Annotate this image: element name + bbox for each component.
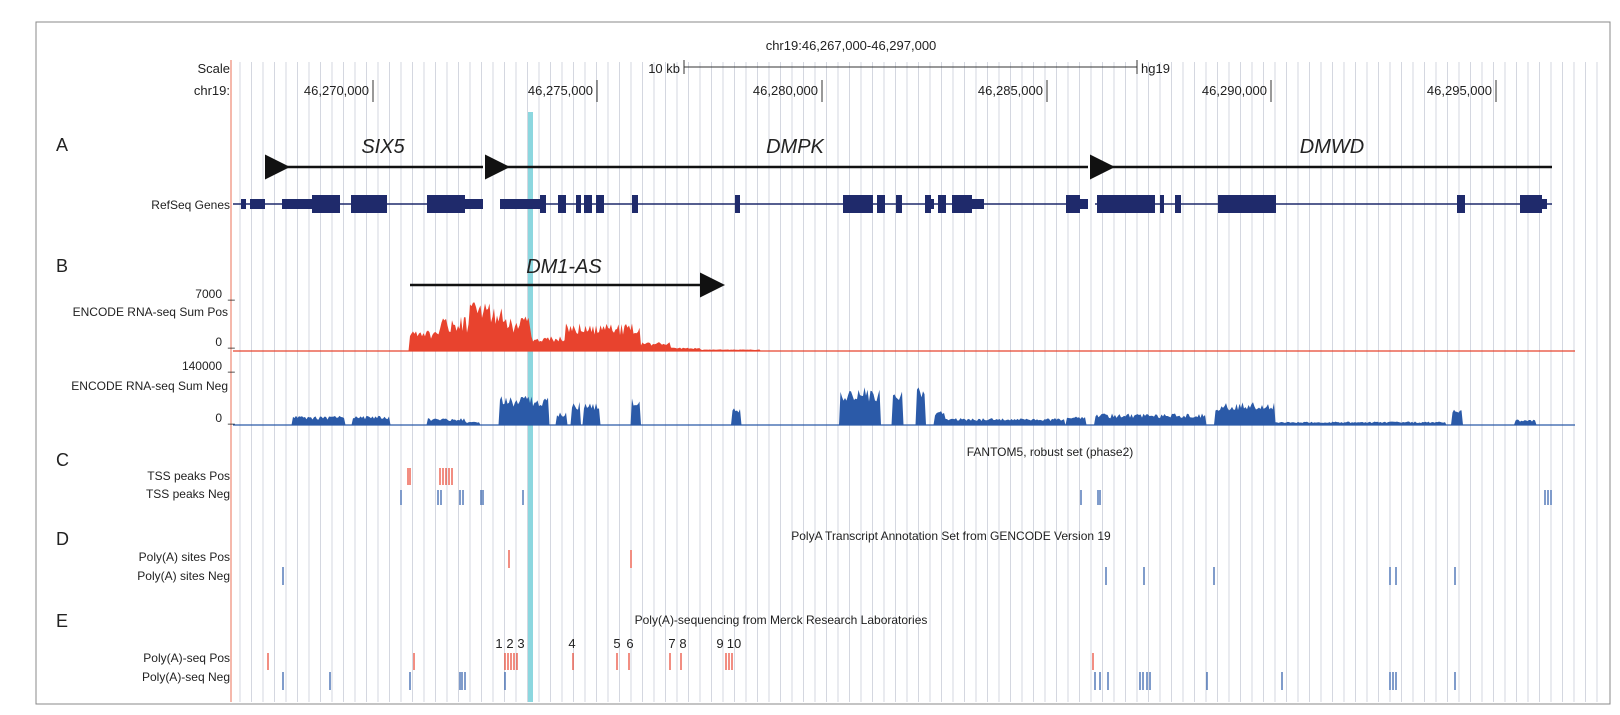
polya-site-marks [282, 550, 1456, 585]
polya-pos-label: Poly(A) sites Pos [139, 550, 230, 564]
tss-neg-label: TSS peaks Neg [146, 487, 230, 501]
rnaseq-pos-min: 0 [215, 335, 222, 349]
rnaseq-neg-max-tick: _ [227, 359, 235, 373]
rnaseq-neg-area [233, 387, 1575, 425]
exon-block [282, 199, 312, 209]
exon-block [632, 195, 638, 213]
exon-block [972, 199, 984, 209]
polya-neg-label: Poly(A) sites Neg [137, 569, 230, 583]
polyaseq-site-number: 10 [727, 636, 741, 651]
exon-block [843, 195, 873, 213]
rnaseq-pos-signal [233, 302, 1575, 352]
rnaseq-pos-label: ENCODE RNA-seq Sum Pos [73, 305, 228, 319]
exon-block [1218, 195, 1276, 213]
chrom-label: chr19: [194, 83, 230, 98]
panel-d-letter: D [56, 529, 69, 549]
exon-block [351, 195, 387, 213]
polyaseq-site-number: 3 [517, 636, 524, 651]
exon-block [1080, 199, 1088, 209]
exon-block [896, 195, 902, 213]
dmpk-name: DMPK [766, 136, 825, 158]
exon-block [877, 195, 885, 213]
exon-block [1066, 195, 1080, 213]
rnaseq-neg-signal [233, 387, 1575, 426]
exon-block [558, 195, 566, 213]
figure-frame [35, 21, 1611, 705]
refseq-track-label: RefSeq Genes [151, 198, 230, 212]
exon-block [931, 199, 934, 209]
exon-block [735, 195, 740, 213]
polyaseq-site-number: 8 [679, 636, 686, 651]
exon-block [925, 195, 931, 213]
exon-block [241, 199, 246, 209]
tick-label: 46,290,000 [1202, 83, 1267, 98]
polyaseq-marks [267, 653, 1456, 690]
rnaseq-pos-area [233, 302, 1575, 351]
six5-name: SIX5 [361, 136, 405, 158]
tss-peak-marks [400, 468, 1552, 505]
fantom-title: FANTOM5, robust set (phase2) [967, 445, 1134, 459]
polyaseq-site-number: 4 [568, 636, 575, 651]
tss-pos-label: TSS peaks Pos [147, 469, 230, 483]
polyaseq-pos-label: Poly(A)-seq Pos [143, 651, 230, 665]
tick-label: 46,285,000 [978, 83, 1043, 98]
tick-label: 46,275,000 [528, 83, 593, 98]
panel-a-letter: A [56, 135, 68, 155]
scale-bar [683, 60, 1138, 74]
rnaseq-neg-min-tick: _ [227, 411, 235, 425]
exon-block [1160, 195, 1164, 213]
exon-block [1175, 195, 1181, 213]
panel-e-letter: E [56, 611, 68, 631]
tick-label: 46,270,000 [304, 83, 369, 98]
rnaseq-neg-min: 0 [215, 411, 222, 425]
rnaseq-pos-max: 7000 [195, 287, 222, 301]
coordinate-ticks: 46,270,000 46,275,000 46,280,000 46,285,000… [304, 80, 1497, 102]
rnaseq-pos-max-tick: _ [227, 287, 235, 301]
panel-c-letter: C [56, 450, 69, 470]
dm1as-name: DM1-AS [526, 256, 602, 278]
polyaseq-title: Poly(A)-sequencing from Merck Research L… [635, 613, 928, 627]
refseq-gene-models [233, 195, 1552, 213]
polyaseq-site-number: 7 [668, 636, 675, 651]
polyaseq-site-number: 2 [506, 636, 513, 651]
scale-label: Scale [197, 61, 230, 76]
grid-lines [239, 62, 1598, 702]
tick-label: 46,280,000 [753, 83, 818, 98]
exon-block [938, 195, 946, 213]
exon-block [584, 195, 592, 213]
polyaseq-site-number: 1 [495, 636, 502, 651]
exon-block [1542, 199, 1547, 209]
exon-block [465, 199, 483, 209]
exon-block [312, 195, 340, 213]
exon-block [250, 199, 265, 209]
dmwd-name: DMWD [1300, 136, 1364, 158]
rnaseq-neg-label: ENCODE RNA-seq Sum Neg [71, 379, 228, 393]
position-label: chr19:46,267,000-46,297,000 [766, 38, 937, 53]
exon-block [540, 195, 546, 213]
polyaseq-site-number: 6 [626, 636, 633, 651]
polyaseq-site-numbers: 1 2 3 4 5 6 7 8 9 10 [495, 636, 741, 651]
exon-block [427, 195, 465, 213]
exon-block [952, 195, 972, 213]
panel-b-letter: B [56, 256, 68, 276]
exon-block [596, 195, 604, 213]
exon-block [576, 195, 581, 213]
scalebar-label: 10 kb [648, 61, 680, 76]
rnaseq-pos-min-tick: _ [227, 335, 235, 349]
exon-block [500, 199, 540, 209]
polyaseq-site-number: 5 [613, 636, 620, 651]
exon-block [1457, 195, 1465, 213]
exon-block [1097, 195, 1155, 213]
assembly-label: hg19 [1141, 61, 1170, 76]
polyaseq-neg-label: Poly(A)-seq Neg [142, 670, 230, 684]
polyaseq-site-number: 9 [716, 636, 723, 651]
rnaseq-neg-max: 140000 [182, 359, 222, 373]
exon-block [1520, 195, 1542, 213]
polya-title: PolyA Transcript Annotation Set from GEN… [791, 529, 1111, 543]
tick-label: 46,295,000 [1427, 83, 1492, 98]
